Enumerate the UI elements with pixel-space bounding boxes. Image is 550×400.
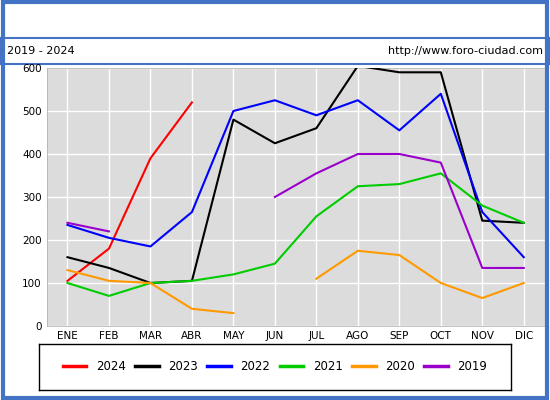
Text: http://www.foro-ciudad.com: http://www.foro-ciudad.com <box>388 46 543 56</box>
Legend: 2024, 2023, 2022, 2021, 2020, 2019: 2024, 2023, 2022, 2021, 2020, 2019 <box>58 356 492 378</box>
Text: Evolucion Nº Turistas Extranjeros en el municipio de Belorado: Evolucion Nº Turistas Extranjeros en el … <box>69 14 481 28</box>
Text: 2019 - 2024: 2019 - 2024 <box>7 46 74 56</box>
